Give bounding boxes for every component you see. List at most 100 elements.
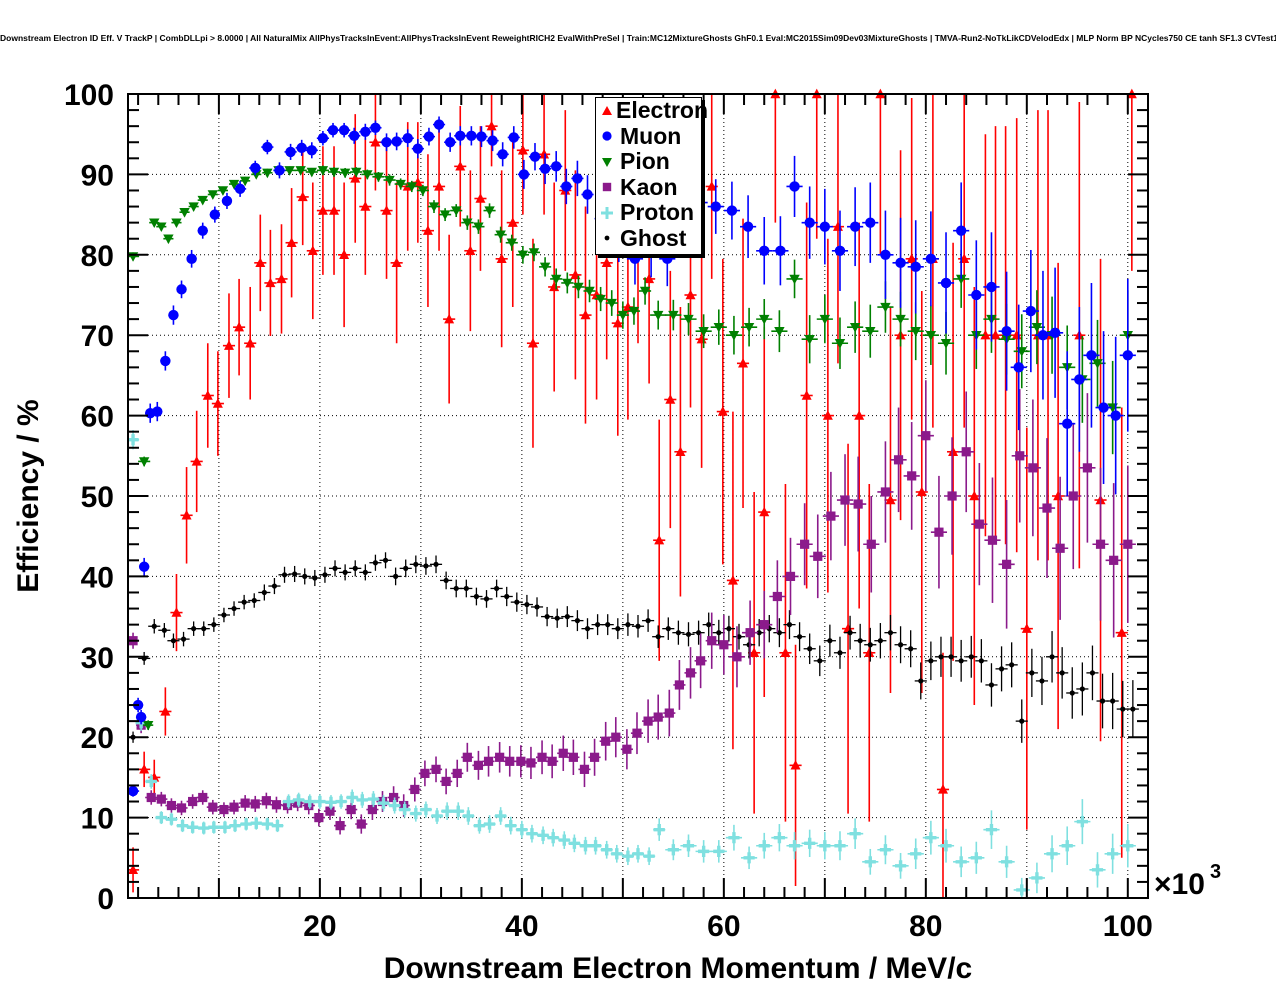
- legend-item-muon[interactable]: Muon: [596, 123, 701, 150]
- marker-triangle-up: [885, 494, 896, 505]
- marker-circle: [710, 201, 721, 212]
- marker-circle: [550, 161, 562, 172]
- marker-cross: [864, 856, 876, 868]
- marker-circle: [152, 406, 163, 417]
- marker-cross: [653, 824, 665, 836]
- ghost-marker-icon: [599, 230, 619, 246]
- marker-cross: [632, 848, 644, 860]
- marker-cross: [743, 852, 755, 864]
- marker-square: [880, 487, 891, 497]
- marker-dot: [1130, 706, 1136, 712]
- marker-triangle-up: [527, 337, 538, 348]
- marker-circle: [186, 253, 197, 265]
- marker-triangle-down: [562, 278, 573, 289]
- marker-circle: [317, 133, 329, 144]
- marker-triangle-up: [759, 506, 770, 517]
- marker-triangle-up: [276, 273, 287, 284]
- marker-dot: [675, 630, 681, 636]
- marker-cross: [293, 794, 305, 806]
- marker-cross: [208, 821, 220, 833]
- y-tick-label: 100: [64, 79, 114, 112]
- marker-square: [420, 768, 430, 778]
- marker-square: [579, 764, 590, 774]
- marker-dot: [584, 626, 591, 632]
- marker-triangle-up: [706, 181, 717, 191]
- marker-cross: [389, 799, 401, 812]
- marker-dot: [948, 654, 954, 660]
- marker-circle: [135, 711, 147, 723]
- legend-item-ghost[interactable]: Ghost: [596, 225, 701, 252]
- marker-triangle-up: [780, 647, 791, 657]
- marker-circle: [412, 143, 424, 154]
- marker-dot: [433, 561, 439, 567]
- marker-dot: [382, 557, 389, 563]
- marker-circle: [529, 151, 541, 162]
- marker-cross: [698, 845, 710, 857]
- marker-cross: [1061, 840, 1073, 852]
- marker-triangle-down: [940, 339, 952, 349]
- marker-cross: [1122, 840, 1134, 852]
- marker-triangle-up: [749, 647, 760, 657]
- marker-square: [516, 756, 526, 766]
- marker-circle: [1122, 350, 1134, 361]
- marker-square: [685, 668, 696, 678]
- legend-item-proton[interactable]: Proton: [596, 200, 701, 226]
- kaon-marker-icon: [599, 179, 619, 195]
- marker-cross: [758, 840, 770, 852]
- marker-triangle-up: [160, 706, 171, 716]
- marker-circle: [662, 253, 673, 265]
- marker-dot: [716, 630, 722, 636]
- marker-triangle-up: [381, 205, 392, 215]
- x-tick-label: 100: [1103, 910, 1153, 943]
- legend-marker-dot: [604, 235, 610, 241]
- marker-cross: [1016, 884, 1028, 896]
- marker-circle: [955, 225, 967, 236]
- marker-dot: [827, 638, 833, 644]
- marker-triangle-down: [895, 314, 906, 325]
- marker-triangle-down: [149, 218, 160, 229]
- marker-cross: [176, 820, 189, 832]
- marker-cross: [431, 810, 443, 822]
- marker-cross: [410, 807, 422, 820]
- marker-triangle-down: [473, 222, 484, 233]
- legend-item-pion[interactable]: Pion: [596, 149, 701, 175]
- marker-square: [335, 821, 345, 831]
- legend-item-electron[interactable]: Electron: [596, 98, 708, 124]
- y-tick-label: 30: [81, 642, 114, 675]
- marker-triangle-up: [801, 390, 812, 400]
- marker-cross: [229, 820, 241, 832]
- marker-triangle-down: [713, 322, 724, 333]
- legend-item-kaon[interactable]: Kaon: [596, 174, 701, 201]
- x-axis-exponent: ×10: [1154, 868, 1205, 901]
- marker-cross: [804, 837, 816, 849]
- marker-triangle-down: [774, 326, 785, 337]
- marker-cross: [773, 832, 785, 844]
- marker-triangle-up: [255, 257, 266, 268]
- series-proton: [127, 430, 1136, 898]
- marker-triangle-up: [539, 148, 550, 159]
- marker-circle: [360, 126, 371, 137]
- marker-square: [772, 591, 782, 602]
- marker-dot: [665, 626, 671, 632]
- legend-marker-circle: [602, 131, 612, 141]
- marker-triangle-down: [484, 206, 495, 216]
- marker-dot: [605, 622, 611, 628]
- marker-circle: [262, 141, 273, 153]
- marker-triangle-down: [819, 314, 831, 325]
- marker-triangle-down: [617, 310, 629, 321]
- marker-triangle-down: [328, 167, 340, 178]
- legend-marker-cross: [601, 206, 613, 219]
- marker-square: [826, 511, 836, 521]
- series-muon: [127, 116, 1136, 797]
- marker-triangle-down: [239, 176, 251, 187]
- marker-square: [568, 752, 578, 762]
- x-tick-label: 40: [505, 910, 538, 943]
- marker-square: [732, 652, 742, 662]
- marker-cross: [547, 832, 559, 844]
- marker-dot: [403, 565, 409, 571]
- marker-dot: [726, 626, 732, 632]
- marker-dot: [968, 654, 974, 660]
- marker-triangle-up: [191, 456, 202, 466]
